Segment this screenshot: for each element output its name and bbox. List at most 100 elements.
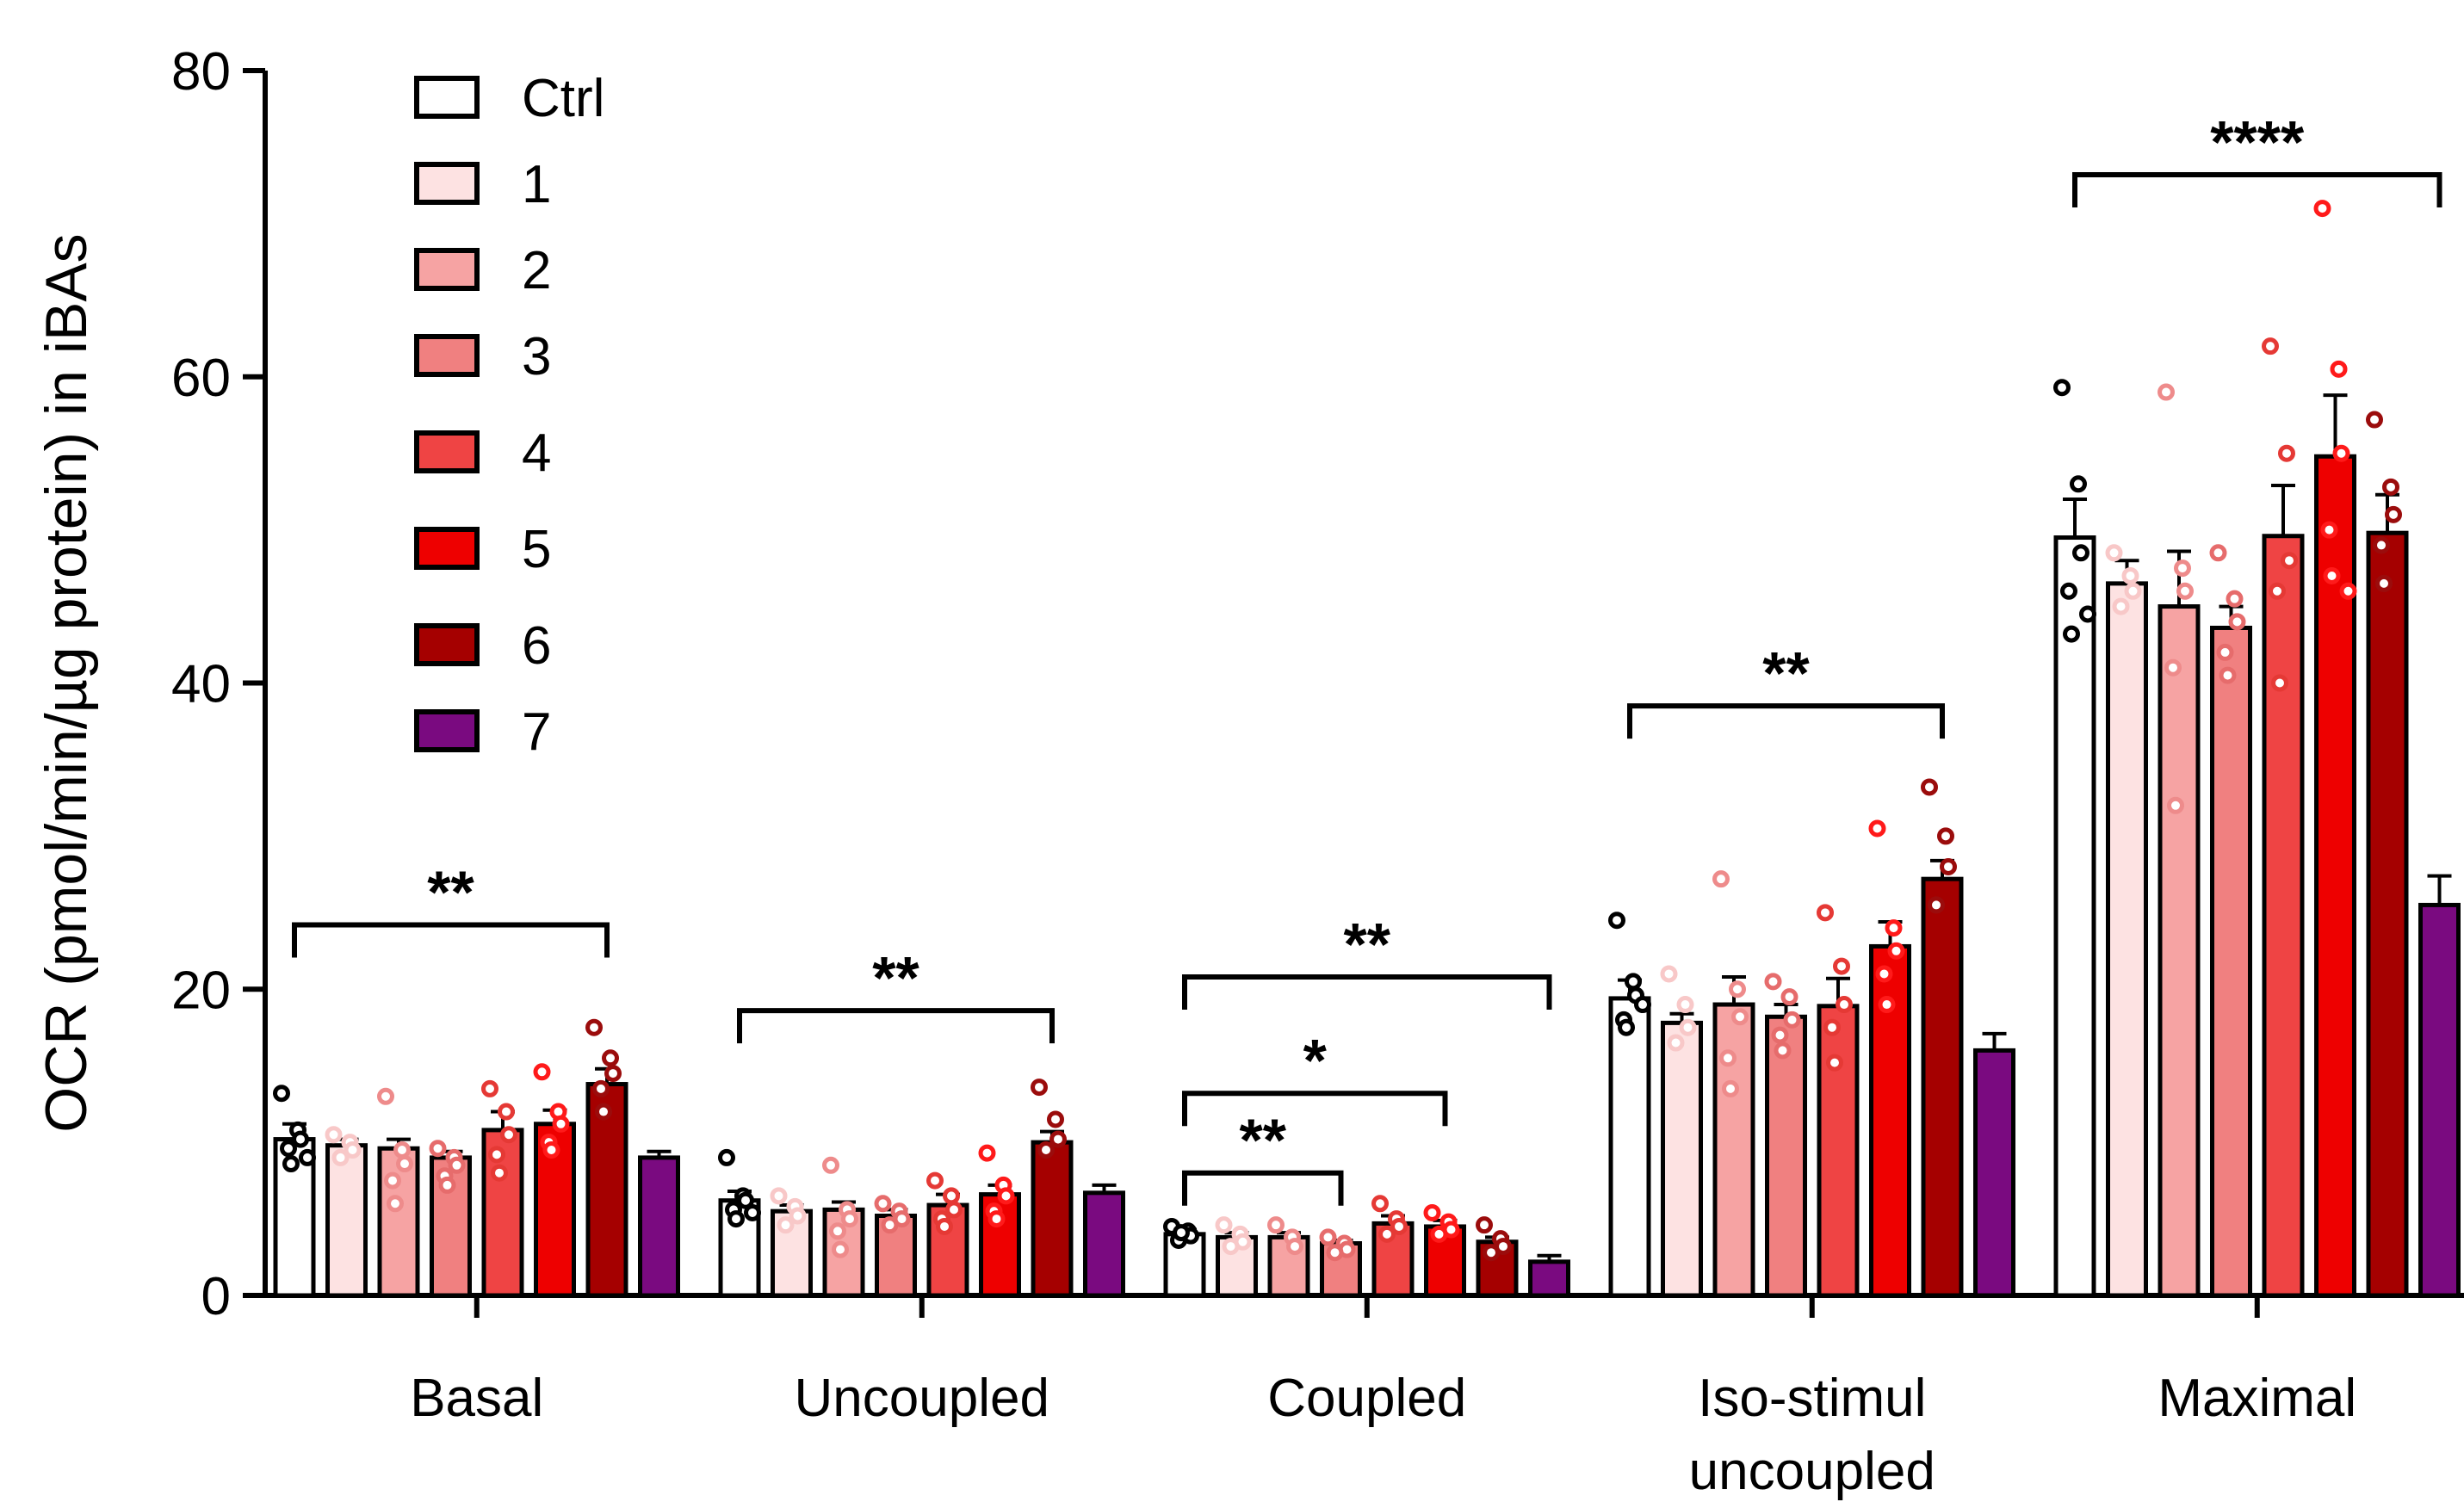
data-point	[1838, 998, 1851, 1011]
data-point	[2316, 202, 2329, 215]
data-point	[772, 1190, 785, 1202]
data-point	[282, 1142, 295, 1155]
significance-label: **	[1344, 911, 1391, 978]
data-point	[387, 1174, 399, 1187]
data-point	[327, 1128, 340, 1141]
data-point	[834, 1243, 847, 1256]
data-point	[1783, 991, 1796, 1004]
data-point	[484, 1082, 497, 1095]
data-point	[2167, 661, 2180, 674]
significance-label: **	[427, 859, 474, 926]
data-point	[380, 1090, 393, 1103]
data-point	[1000, 1190, 1012, 1202]
data-point	[1887, 922, 1900, 935]
data-point	[2065, 627, 2078, 640]
data-point	[2176, 562, 2189, 575]
legend-swatch	[417, 626, 477, 664]
data-point	[1774, 1029, 1786, 1042]
bar	[1923, 879, 1961, 1295]
y-tick-label: 20	[171, 961, 231, 1020]
data-point	[389, 1197, 402, 1210]
bar	[2108, 584, 2146, 1295]
bar	[1086, 1193, 1124, 1295]
data-point	[938, 1220, 951, 1233]
data-point	[1426, 1206, 1439, 1219]
bar	[1976, 1050, 2014, 1295]
data-point	[1224, 1240, 1237, 1253]
data-point	[1734, 1011, 1747, 1023]
significance-bracket	[294, 925, 607, 958]
bar	[641, 1158, 678, 1295]
data-point	[990, 1213, 1003, 1226]
data-point	[1620, 1021, 1633, 1034]
data-point	[2342, 584, 2355, 597]
significance-label: ****	[2210, 108, 2305, 176]
legend-swatch	[417, 529, 477, 567]
data-point	[1836, 960, 1848, 973]
data-point	[294, 1133, 307, 1146]
bar	[1819, 1006, 1857, 1295]
data-point	[2228, 592, 2241, 605]
legend-swatch	[417, 250, 477, 288]
significance-label: **	[1240, 1107, 1287, 1174]
significance-bracket	[1185, 1093, 1446, 1126]
bar	[2264, 536, 2302, 1295]
data-point	[2114, 600, 2127, 613]
data-point	[1819, 906, 1832, 919]
data-point	[1923, 781, 1936, 794]
data-point	[2072, 478, 2085, 491]
significance-bracket	[2075, 175, 2440, 207]
data-point	[1033, 1081, 1046, 1094]
data-point	[536, 1066, 548, 1079]
significance-bracket	[1630, 706, 1942, 739]
data-point	[2378, 577, 2391, 590]
bar	[1768, 1017, 1805, 1295]
data-point	[2271, 584, 2284, 597]
y-tick-label: 60	[171, 349, 231, 408]
legend-label: 5	[522, 520, 551, 579]
data-point	[1175, 1227, 1188, 1239]
legend-swatch	[417, 712, 477, 750]
data-point	[2170, 799, 2182, 812]
data-point	[1627, 975, 1640, 988]
data-point	[2385, 480, 2398, 493]
y-tick-label: 80	[171, 42, 231, 102]
bar	[328, 1146, 366, 1295]
legend-swatch	[417, 433, 477, 471]
data-point	[825, 1159, 838, 1171]
data-point	[588, 1021, 601, 1034]
bar	[1531, 1262, 1569, 1295]
data-point	[1890, 944, 1903, 957]
data-point	[2219, 646, 2232, 658]
y-tick-label: 0	[201, 1267, 231, 1326]
y-axis-label: OCR (pmol/min/µg protein) in iBAs	[34, 233, 99, 1132]
data-point	[1731, 983, 1744, 996]
data-point	[948, 1203, 961, 1216]
significance-bracket	[740, 1011, 1052, 1043]
data-point	[746, 1206, 759, 1219]
data-point	[929, 1174, 942, 1187]
bar	[2368, 533, 2406, 1295]
significance-bracket	[1185, 977, 1550, 1010]
data-point	[554, 1117, 567, 1130]
data-point	[883, 1219, 896, 1232]
data-point	[1880, 998, 1893, 1011]
data-point	[1381, 1227, 1394, 1240]
data-point	[1786, 1013, 1798, 1026]
data-point	[2335, 447, 2348, 460]
significance-label: **	[872, 944, 919, 1011]
category-label: Basal	[410, 1369, 543, 1428]
legend-label: 2	[522, 241, 551, 300]
data-point	[2264, 340, 2277, 353]
data-point	[2179, 584, 2192, 597]
data-point	[607, 1067, 620, 1080]
data-point	[1637, 998, 1650, 1011]
data-point	[2108, 547, 2120, 559]
data-point	[493, 1166, 506, 1179]
data-point	[1611, 914, 1624, 927]
bar	[1033, 1142, 1071, 1295]
data-point	[844, 1213, 857, 1226]
data-point	[2387, 508, 2400, 521]
data-point	[2127, 584, 2139, 597]
